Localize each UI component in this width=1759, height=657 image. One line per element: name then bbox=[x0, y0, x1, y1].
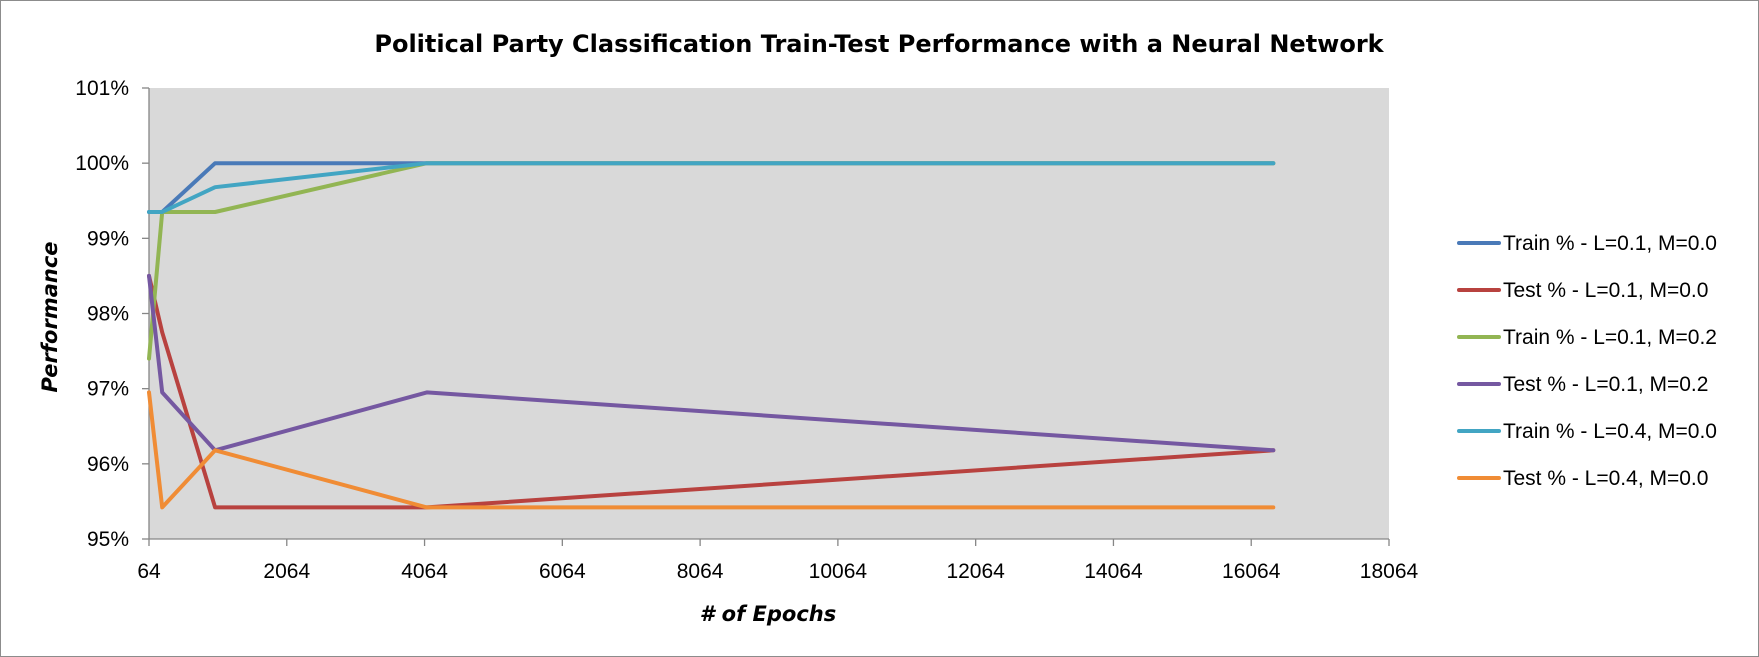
x-tick-label: 6064 bbox=[539, 560, 586, 583]
x-tick-label: 12064 bbox=[946, 560, 1005, 583]
legend-label: Train % - L=0.4, M=0.0 bbox=[1503, 420, 1717, 443]
x-tick-label: 10064 bbox=[809, 560, 868, 583]
x-axis-title: # of Epochs bbox=[700, 602, 837, 626]
x-tick-label: 18064 bbox=[1360, 560, 1419, 583]
y-tick-label: 95% bbox=[87, 528, 129, 551]
plot-area bbox=[149, 88, 1389, 539]
legend: Train % - L=0.1, M=0.0 Test % - L=0.1, M=… bbox=[1457, 232, 1717, 490]
series-line-2 bbox=[147, 273, 1276, 510]
series-line-5 bbox=[147, 161, 1276, 214]
legend-label: Test % - L=0.1, M=0.0 bbox=[1503, 279, 1708, 302]
legend-label: Train % - L=0.1, M=0.2 bbox=[1503, 326, 1717, 349]
series-line-6 bbox=[147, 390, 1276, 510]
x-tick-label: 2064 bbox=[263, 560, 310, 583]
y-axis-title: Performance bbox=[38, 241, 62, 392]
y-tick-label: 99% bbox=[87, 227, 129, 250]
x-tick-label: 4064 bbox=[401, 560, 448, 583]
x-tick-label: 8064 bbox=[677, 560, 724, 583]
y-tick-label: 101% bbox=[75, 77, 129, 100]
x-tick-label: 16064 bbox=[1222, 560, 1281, 583]
legend-label: Train % - L=0.1, M=0.0 bbox=[1503, 232, 1717, 255]
y-tick-label: 97% bbox=[87, 378, 129, 401]
y-tick-label: 98% bbox=[87, 303, 129, 326]
x-tick-label: 64 bbox=[137, 560, 161, 583]
y-tick-label: 100% bbox=[75, 152, 129, 175]
legend-label: Test % - L=0.1, M=0.2 bbox=[1503, 373, 1708, 396]
y-tick-label: 96% bbox=[87, 453, 129, 476]
chart-title: Political Party Classification Train-Tes… bbox=[374, 30, 1384, 58]
x-tick-label: 14064 bbox=[1084, 560, 1143, 583]
legend-label: Test % - L=0.4, M=0.0 bbox=[1503, 467, 1708, 490]
axes: 95% 96% 97% 98% 99% 100% 101% 64 2064 4064 6064 806… bbox=[75, 77, 1418, 583]
series-layer bbox=[147, 161, 1276, 510]
